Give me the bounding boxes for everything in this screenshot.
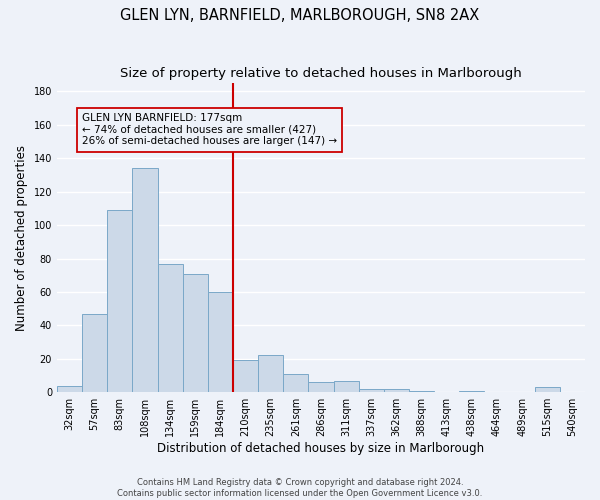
Bar — [283, 374, 308, 392]
Bar — [308, 382, 334, 392]
Bar — [158, 264, 182, 392]
Bar — [409, 390, 434, 392]
Bar — [359, 389, 384, 392]
Text: Contains HM Land Registry data © Crown copyright and database right 2024.
Contai: Contains HM Land Registry data © Crown c… — [118, 478, 482, 498]
Text: GLEN LYN BARNFIELD: 177sqm
← 74% of detached houses are smaller (427)
26% of sem: GLEN LYN BARNFIELD: 177sqm ← 74% of deta… — [82, 113, 337, 146]
Y-axis label: Number of detached properties: Number of detached properties — [15, 144, 28, 330]
Bar — [535, 387, 560, 392]
Bar — [82, 314, 107, 392]
Bar — [107, 210, 133, 392]
Bar — [258, 356, 283, 392]
X-axis label: Distribution of detached houses by size in Marlborough: Distribution of detached houses by size … — [157, 442, 485, 455]
Bar — [57, 386, 82, 392]
Bar — [334, 380, 359, 392]
Text: GLEN LYN, BARNFIELD, MARLBOROUGH, SN8 2AX: GLEN LYN, BARNFIELD, MARLBOROUGH, SN8 2A… — [121, 8, 479, 22]
Bar — [233, 360, 258, 392]
Bar — [384, 389, 409, 392]
Bar — [459, 390, 484, 392]
Title: Size of property relative to detached houses in Marlborough: Size of property relative to detached ho… — [120, 68, 522, 80]
Bar — [208, 292, 233, 392]
Bar — [133, 168, 158, 392]
Bar — [182, 274, 208, 392]
